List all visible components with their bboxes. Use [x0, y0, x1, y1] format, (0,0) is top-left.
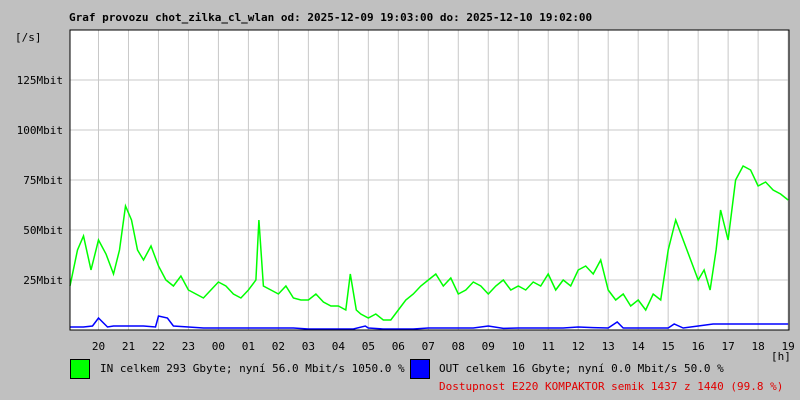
x-tick-label: 19 — [781, 340, 794, 353]
x-axis-label: [h] — [771, 350, 791, 363]
availability-text: Dostupnost E220 KOMPAKTOR semik 1437 z 1… — [439, 380, 784, 393]
y-axis-label: [/s] — [15, 31, 42, 44]
x-tick-label: 07 — [422, 340, 435, 353]
x-tick-label: 04 — [332, 340, 346, 353]
x-tick-label: 10 — [512, 340, 525, 353]
x-tick-label: 03 — [302, 340, 315, 353]
x-tick-label: 09 — [482, 340, 495, 353]
y-tick-label: 25Mbit — [23, 274, 63, 287]
y-tick-label: 50Mbit — [23, 224, 63, 237]
series-line-out — [70, 315, 789, 330]
x-tick-label: 20 — [92, 340, 105, 353]
x-tick-label: 23 — [182, 340, 195, 353]
out-legend-swatch — [410, 359, 430, 379]
y-tick-label: 125Mbit — [17, 74, 63, 87]
x-tick-label: 14 — [632, 340, 646, 353]
x-tick-label: 08 — [452, 340, 465, 353]
x-tick-label: 18 — [751, 340, 764, 353]
in-legend-swatch — [70, 359, 90, 379]
x-tick-label: 02 — [272, 340, 285, 353]
x-tick-label: 13 — [602, 340, 615, 353]
in-legend-label: IN celkem 293 Gbyte; nyní 56.0 Mbit/s 10… — [100, 362, 405, 375]
x-tick-label: 16 — [692, 340, 705, 353]
chart-title: Graf provozu chot_zilka_cl_wlan od: 2025… — [69, 11, 593, 24]
y-tick-label: 100Mbit — [17, 124, 63, 137]
series-line-in — [69, 164, 789, 321]
plot-border — [69, 29, 790, 331]
x-tick-label: 12 — [572, 340, 585, 353]
x-tick-label: 17 — [722, 340, 735, 353]
out-legend-label: OUT celkem 16 Gbyte; nyní 0.0 Mbit/s 50.… — [439, 362, 724, 375]
x-tick-label: 06 — [392, 340, 405, 353]
x-tick-label: 21 — [122, 340, 135, 353]
x-tick-label: 01 — [242, 340, 255, 353]
x-tick-label: 11 — [542, 340, 555, 353]
x-tick-label: 00 — [212, 340, 225, 353]
x-tick-label: 15 — [662, 340, 675, 353]
x-tick-label: 22 — [152, 340, 165, 353]
x-tick-label: 05 — [362, 340, 375, 353]
y-tick-label: 75Mbit — [23, 174, 63, 187]
